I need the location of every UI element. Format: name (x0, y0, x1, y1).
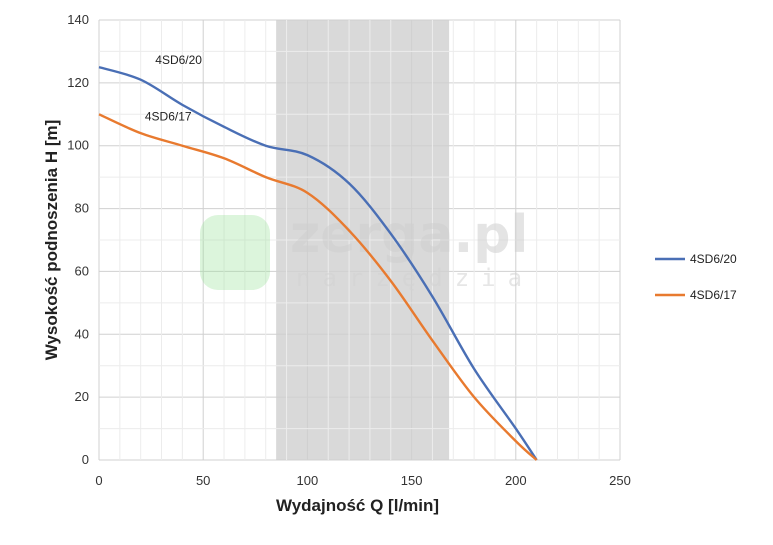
curve-label: 4SD6/20 (155, 53, 202, 67)
watermark-sub-text: narzędzia (296, 264, 534, 292)
watermark: zerga.pl narzędzia (200, 205, 534, 292)
y-tick-label: 40 (75, 326, 89, 341)
series-line-1 (98, 65, 538, 461)
y-tick-label: 100 (67, 138, 89, 153)
y-tick-label: 60 (75, 263, 89, 278)
x-tick-label: 150 (401, 473, 423, 488)
x-tick-labels: 0 50 100 150 200 250 (95, 473, 630, 488)
x-tick-label: 0 (95, 473, 102, 488)
curve-annotations: 4SD6/20 4SD6/17 (145, 53, 202, 124)
watermark-main-text: zerga.pl (290, 205, 528, 265)
watermark-logo (200, 215, 270, 290)
legend: 4SD6/20 4SD6/17 (655, 252, 737, 302)
x-tick-label: 200 (505, 473, 527, 488)
y-tick-label: 0 (82, 452, 89, 467)
legend-label: 4SD6/20 (690, 252, 737, 266)
x-tick-label: 50 (196, 473, 210, 488)
curve-label: 4SD6/17 (145, 110, 192, 124)
y-tick-label: 20 (75, 389, 89, 404)
y-axis-title: Wysokość podnoszenia H [m] (42, 120, 61, 361)
series-line-2 (98, 113, 538, 461)
x-tick-label: 100 (297, 473, 319, 488)
series-lines (98, 65, 538, 461)
y-tick-label: 140 (67, 12, 89, 27)
legend-label: 4SD6/17 (690, 288, 737, 302)
grid-lines (98, 19, 621, 461)
x-tick-label: 250 (609, 473, 631, 488)
y-tick-label: 80 (75, 201, 89, 216)
y-tick-labels: 0 20 40 60 80 100 120 140 (67, 12, 89, 467)
x-axis-title: Wydajność Q [l/min] (276, 496, 439, 515)
y-tick-label: 120 (67, 75, 89, 90)
